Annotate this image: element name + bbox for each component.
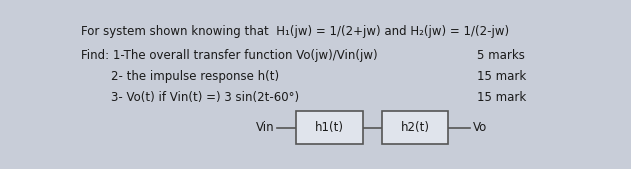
Text: Find: 1-The overall transfer function Vo(jw)/Vin(jw): Find: 1-The overall transfer function Vo… [81,49,378,62]
Text: h1(t): h1(t) [315,121,344,134]
Text: For system shown knowing that  H₁(jw) = 1/(2+jw) and H₂(jw) = 1/(2-jw): For system shown knowing that H₁(jw) = 1… [81,26,509,39]
Text: h2(t): h2(t) [401,121,430,134]
Text: Vo: Vo [473,121,487,134]
Text: 15 mark: 15 mark [478,70,527,83]
Text: 2- the impulse response h(t): 2- the impulse response h(t) [81,70,280,83]
FancyBboxPatch shape [382,111,448,144]
Text: 3- Vo(t) if Vin(t) =) 3 sin(2t-60°): 3- Vo(t) if Vin(t) =) 3 sin(2t-60°) [81,91,300,104]
Text: Vin: Vin [256,121,274,134]
FancyBboxPatch shape [297,111,362,144]
Text: 15 mark: 15 mark [478,91,527,104]
Text: 5 marks: 5 marks [478,49,525,62]
